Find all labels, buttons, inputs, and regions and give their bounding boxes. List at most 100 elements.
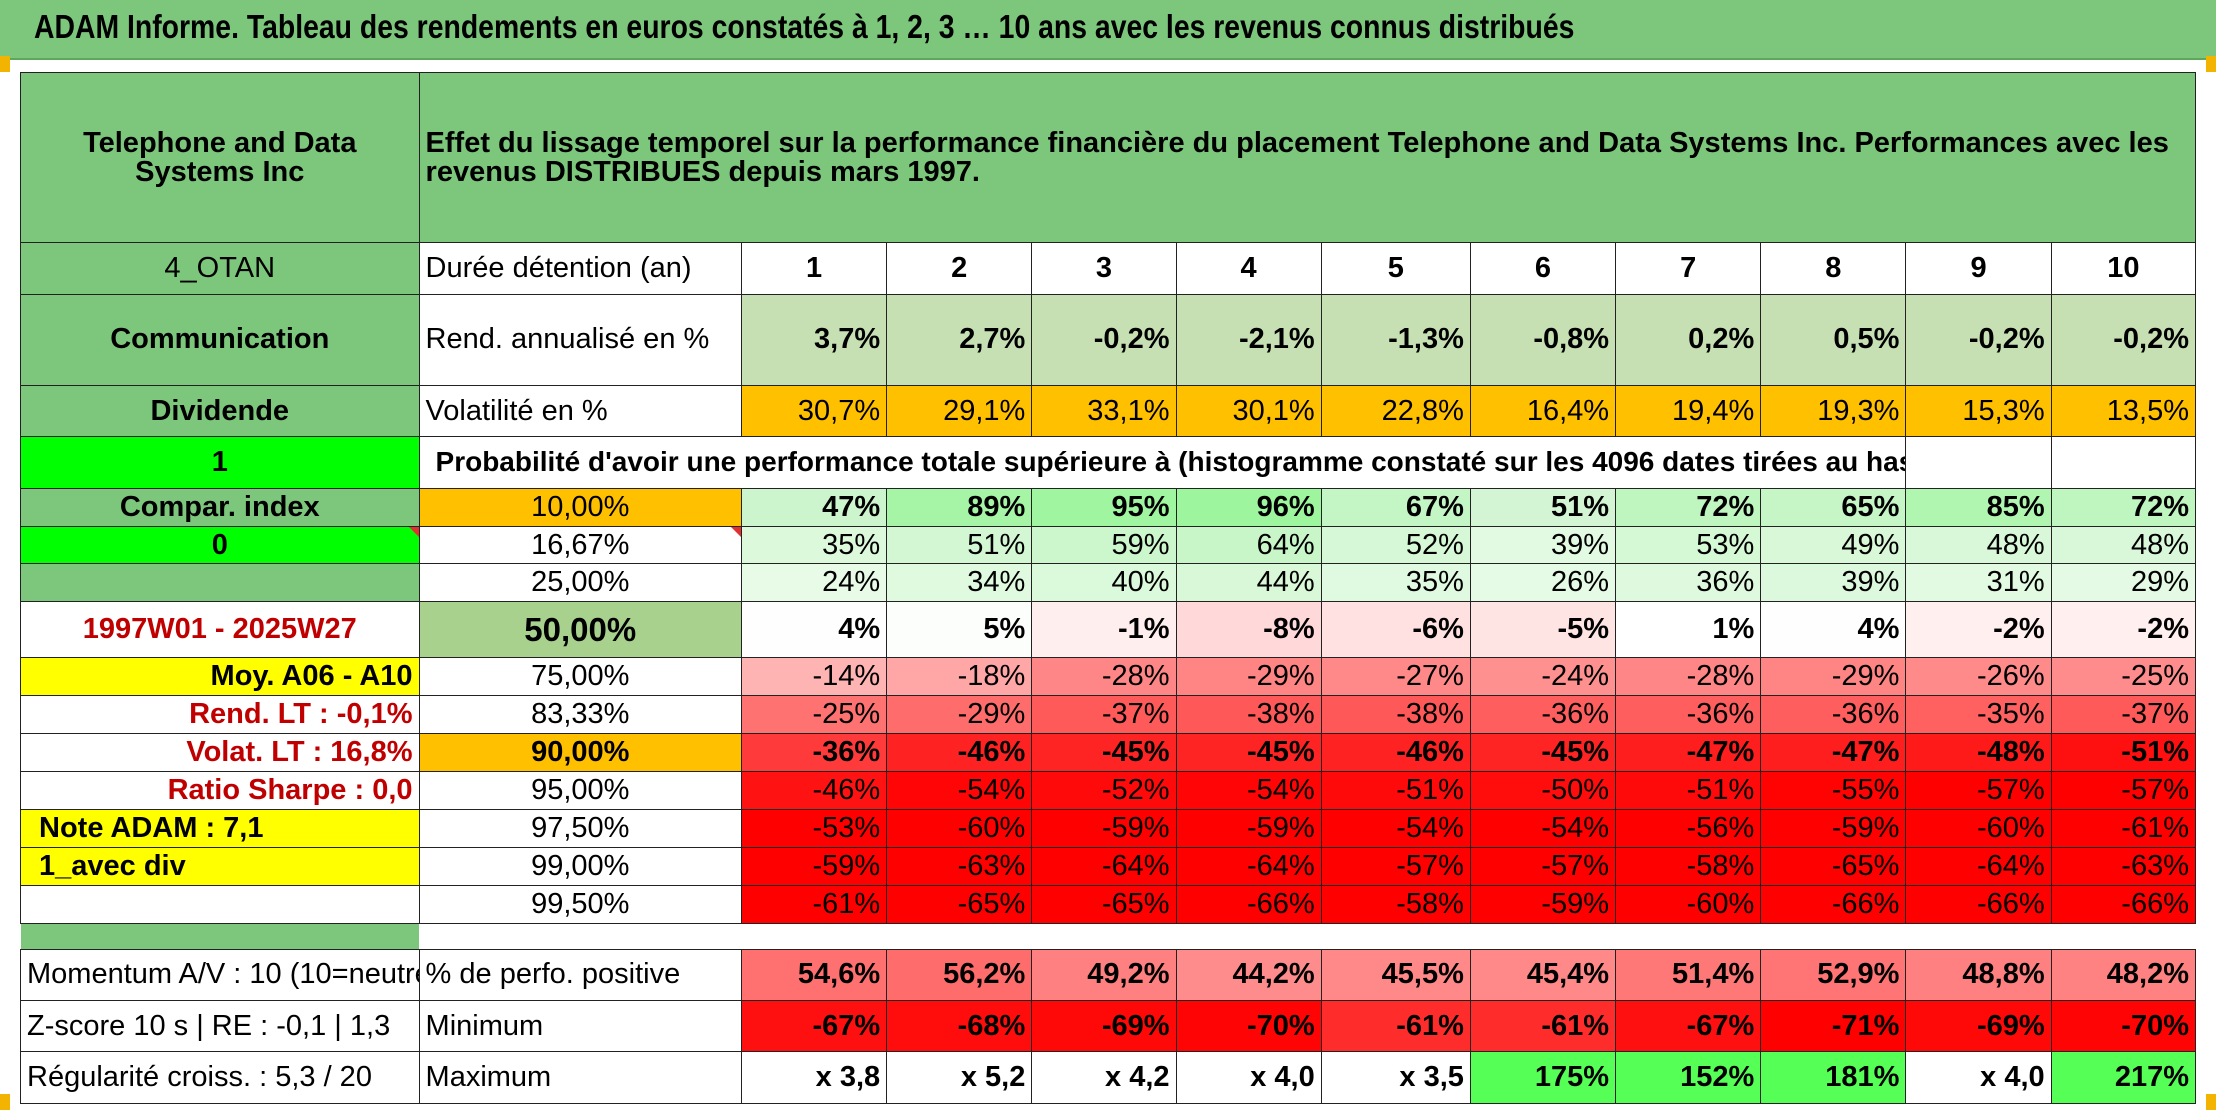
sector-label: Communication [20, 293, 420, 386]
volatility-5: 22,8% [1320, 384, 1471, 438]
positive-perf-9: 48,8% [1905, 948, 2052, 1002]
performance-table: Telephone and Data Systems Inc Effet du … [20, 71, 2197, 1104]
quantile-value: -57% [1320, 847, 1471, 887]
probability-caption: Probabilité d'avoir une performance tota… [418, 436, 1906, 489]
positive-perf-10: 48,2% [2050, 948, 2197, 1002]
quantile-value: -56% [1615, 809, 1762, 849]
quantile-value: 39% [1760, 563, 1907, 603]
period-range: 1997W01 - 2025W27 [20, 601, 420, 659]
quantile-row: 25,00% 24% 34% 40% 44% 35% 26% 36% 39% 31% 29% [20, 563, 2197, 603]
year-header-9: 9 [1905, 242, 2052, 295]
corner-marker-right [2206, 56, 2216, 72]
quantile-value: -65% [886, 885, 1033, 925]
quantile-value: 39% [1469, 525, 1617, 565]
positive-perf-row: Momentum A/V : 10 (10=neutre)% de perfo.… [20, 948, 2197, 1002]
maximum-value-9: x 4,0 [1905, 1051, 2052, 1104]
quantile-value: -64% [1031, 847, 1177, 887]
quantile-value: -59% [1175, 809, 1322, 849]
quantile-value: 85% [1905, 487, 2052, 527]
year-header-10: 10 [2050, 242, 2197, 295]
quantile-value: -65% [1031, 885, 1177, 925]
volatility-8: 19,3% [1760, 384, 1907, 438]
quantile-value: 29% [2050, 563, 2197, 603]
quantile-value: 72% [2050, 487, 2197, 527]
annualized-return-1: 3,7% [740, 293, 888, 386]
quantile-value: 5% [886, 601, 1033, 659]
positive-perf-7: 51,4% [1615, 948, 1762, 1002]
annualized-return-4: -2,1% [1175, 293, 1322, 386]
compar-index-label: Compar. index [20, 487, 420, 527]
quantile-value: 4% [1760, 601, 1907, 659]
quantile-value: -25% [2050, 657, 2197, 697]
quantile-row: 99,50% -61% -65% -65% -66% -58% -59% -60% -66% -6… [20, 885, 2197, 925]
quantile-value: -55% [1760, 771, 1907, 811]
positive-perf-3: 49,2% [1031, 948, 1177, 1002]
quantile-threshold: 99,50% [418, 885, 742, 925]
year-header-6: 6 [1469, 242, 1617, 295]
quantile-value: 48% [2050, 525, 2197, 565]
quantile-value: 48% [1905, 525, 2052, 565]
quantile-value: -66% [2050, 885, 2197, 925]
quantile-value: -58% [1320, 885, 1471, 925]
quantile-value: -46% [1320, 733, 1471, 773]
volatility-3: 33,1% [1031, 384, 1177, 438]
sharpe-ratio: Ratio Sharpe : 0,0 [20, 771, 420, 811]
quantile-value: -57% [1905, 771, 2052, 811]
annualized-return-6: -0,8% [1469, 293, 1617, 386]
quantile-value: -59% [1469, 885, 1617, 925]
quantile-value: -54% [1469, 809, 1617, 849]
quantile-value: 40% [1031, 563, 1177, 603]
quantile-value: -63% [886, 847, 1033, 887]
year-header-5: 5 [1320, 242, 1471, 295]
quantile-value: 35% [740, 525, 888, 565]
quantile-row: 1997W01 - 2025W27 50,00% 4% 5% -1% -8% -6% -5% 1… [20, 601, 2197, 659]
company-name: Telephone and Data Systems Inc [20, 71, 420, 244]
quantile-value: -66% [1905, 885, 2052, 925]
quantile-row: Ratio Sharpe : 0,0 95,00% -46% -54% -52% -54%… [20, 771, 2197, 811]
quantile-row: Moy. A06 - A10 75,00% -14% -18% -28% -29% -27%… [20, 657, 2197, 697]
annualized-return-2: 2,7% [886, 293, 1033, 386]
maximum-value-5: x 3,5 [1320, 1051, 1471, 1104]
with-dividend-label: 1_avec div [20, 847, 420, 887]
quantile-threshold: 83,33% [418, 695, 742, 735]
quantile-value: -53% [740, 809, 888, 849]
quantile-value: 89% [886, 487, 1033, 527]
quantile-value: -60% [886, 809, 1033, 849]
quantile-row: Rend. LT : -0,1% 83,33% -25% -29% -37% -38% -3… [20, 695, 2197, 735]
quantile-value: 35% [1320, 563, 1471, 603]
quantile-value: -29% [1760, 657, 1907, 697]
quantile-value: 24% [740, 563, 888, 603]
quantile-value: -66% [1760, 885, 1907, 925]
corner-marker-bottom-left [0, 1094, 10, 1110]
minimum-value-8: -71% [1760, 1000, 1907, 1053]
quantile-value: -36% [1615, 695, 1762, 735]
quantile-value: -54% [1320, 809, 1471, 849]
maximum-value-2: x 5,2 [886, 1051, 1033, 1104]
annualized-return-8: 0,5% [1760, 293, 1907, 386]
quantile-value: 49% [1760, 525, 1907, 565]
minimum-value-6: -61% [1469, 1000, 1617, 1053]
momentum-label: Momentum A/V : 10 (10=neutre) [20, 948, 420, 1002]
minimum-label: Minimum [418, 1000, 742, 1053]
maximum-value-8: 181% [1760, 1051, 1907, 1104]
volatility-10: 13,5% [2050, 384, 2197, 438]
zscore-label: Z-score 10 s | RE : -0,1 | 1,3 [20, 1000, 420, 1053]
maximum-label: Maximum [418, 1051, 742, 1104]
quantile-value: 67% [1320, 487, 1471, 527]
annualized-return-10: -0,2% [2050, 293, 2197, 386]
quantile-threshold: 97,50% [418, 809, 742, 849]
maximum-value-7: 152% [1615, 1051, 1762, 1104]
positive-perf-2: 56,2% [886, 948, 1033, 1002]
quantile-value: -54% [1175, 771, 1322, 811]
quantile-row: Note ADAM : 7,1 97,50% -53% -60% -59% -59% -54… [20, 809, 2197, 849]
quantile-value: -46% [886, 733, 1033, 773]
quantile-threshold: 95,00% [418, 771, 742, 811]
regularity-label: Régularité croiss. : 5,3 / 20 [20, 1051, 420, 1104]
empty-cell [2050, 436, 2197, 489]
quantile-value: -64% [1175, 847, 1322, 887]
duration-label: Durée détention (an) [418, 242, 742, 295]
quantile-value: -5% [1469, 601, 1617, 659]
quantile-value: 36% [1615, 563, 1762, 603]
quantile-value: -2% [2050, 601, 2197, 659]
quantile-value: -26% [1905, 657, 2052, 697]
